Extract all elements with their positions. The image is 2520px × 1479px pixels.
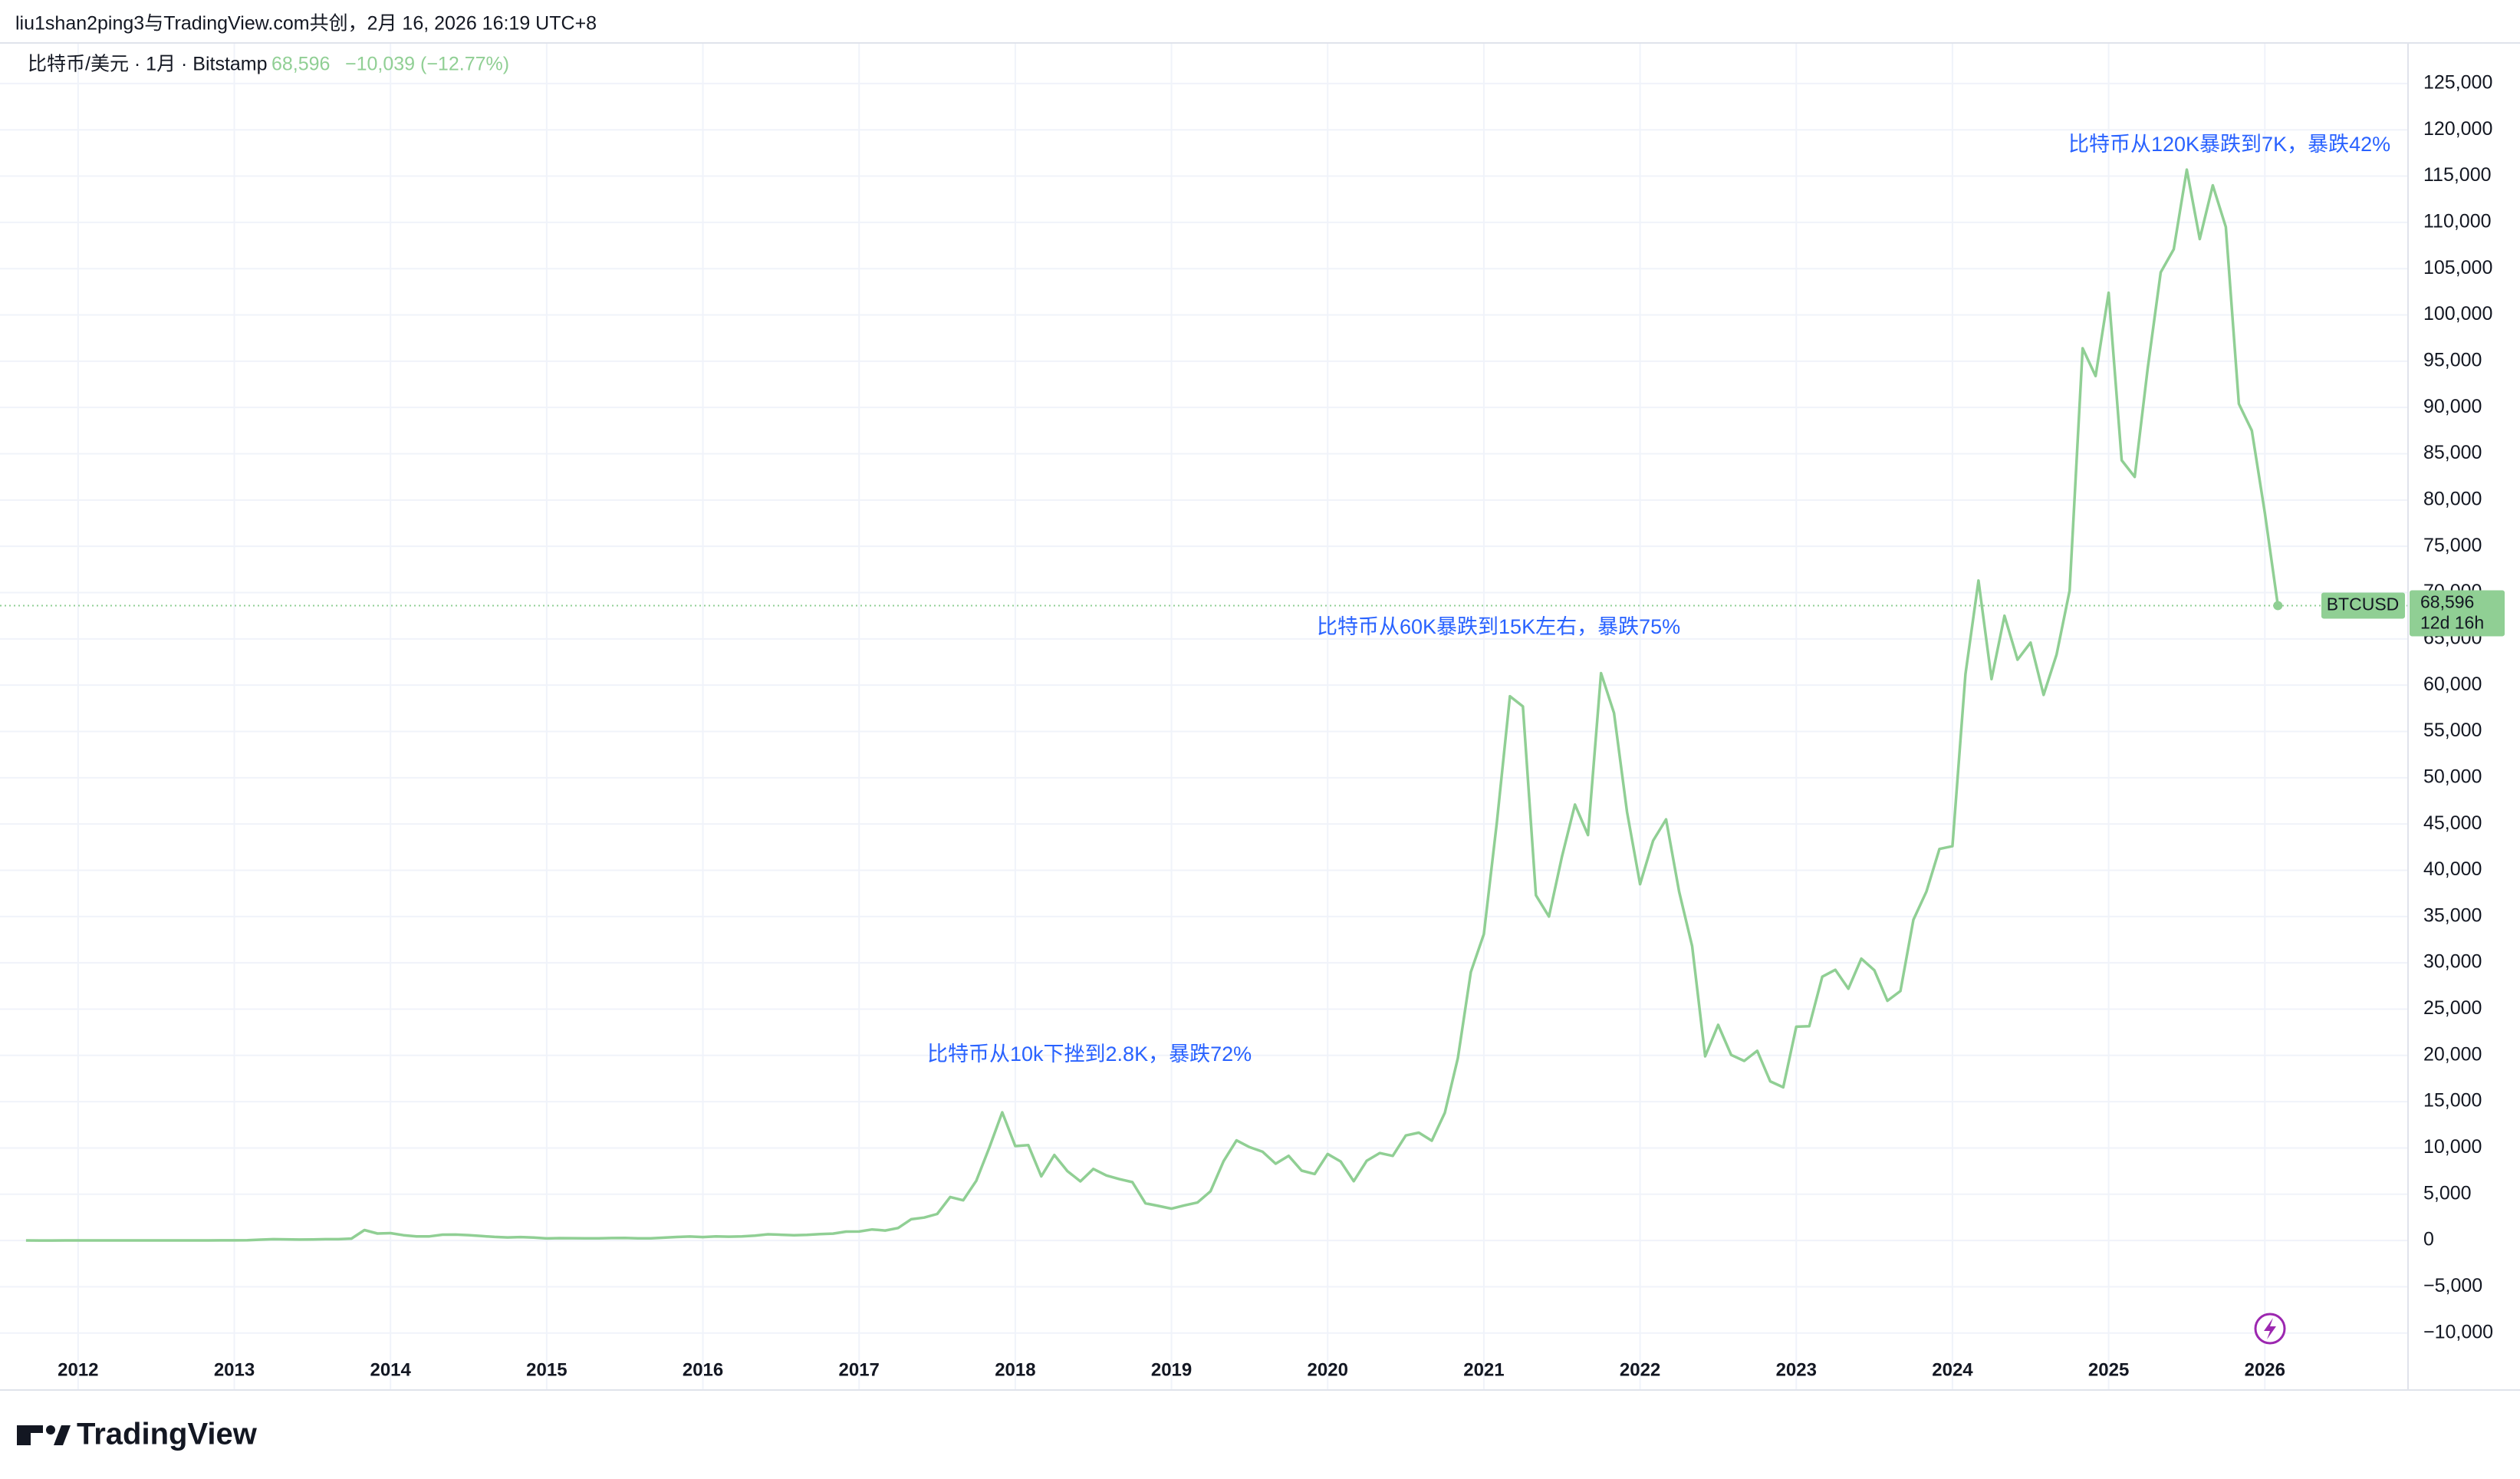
y-tick-label: 80,000 xyxy=(2423,488,2482,509)
change: −10,039 (−12.77%) xyxy=(345,54,509,75)
y-tick-label: −10,000 xyxy=(2423,1321,2493,1342)
series-tag: BTCUSD xyxy=(2327,595,2400,614)
y-tick-label: 85,000 xyxy=(2423,442,2482,463)
brand: TradingView xyxy=(77,1418,258,1451)
symbol: 比特币/美元 · 1月 · Bitstamp xyxy=(28,54,268,75)
last-point xyxy=(2273,601,2283,611)
x-tick-label: 2018 xyxy=(995,1359,1035,1380)
x-tick-label: 2017 xyxy=(839,1359,880,1380)
y-tick-label: 90,000 xyxy=(2423,396,2482,417)
x-tick-label: 2019 xyxy=(1151,1359,1192,1380)
y-tick-label: 0 xyxy=(2423,1229,2434,1250)
brand-logo xyxy=(17,1425,71,1445)
y-tick-label: 100,000 xyxy=(2423,303,2492,324)
x-tick-label: 2023 xyxy=(1776,1359,1817,1380)
x-tick-label: 2013 xyxy=(214,1359,255,1380)
y-tick-label: 120,000 xyxy=(2423,118,2492,140)
y-tick-label: 110,000 xyxy=(2423,210,2492,232)
price-line xyxy=(25,168,2280,1242)
last-price: 68,596 xyxy=(271,54,330,75)
y-tick-label: 5,000 xyxy=(2423,1182,2472,1204)
y-tick-label: 45,000 xyxy=(2423,812,2482,834)
y-tick-label: 40,000 xyxy=(2423,858,2482,880)
x-tick-label: 2024 xyxy=(1932,1359,1973,1380)
y-tick-label: 10,000 xyxy=(2423,1136,2482,1158)
y-tick-label: −5,000 xyxy=(2423,1275,2482,1296)
y-tick-label: 25,000 xyxy=(2423,997,2482,1019)
y-tick-label: 15,000 xyxy=(2423,1090,2482,1112)
x-tick-label: 2022 xyxy=(1620,1359,1660,1380)
header: liu1shan2ping3与TradingView.com共创，2月 16, … xyxy=(15,13,597,35)
y-tick-label: 30,000 xyxy=(2423,951,2482,973)
countdown: 12d 16h xyxy=(2420,613,2484,633)
annotation: 比特币从120K暴跌到7K，暴跌42% xyxy=(2068,133,2390,156)
y-tick-label: 20,000 xyxy=(2423,1043,2482,1065)
annotation: 比特币从60K暴跌到15K左右，暴跌75% xyxy=(1317,615,1680,638)
y-tick-label: 125,000 xyxy=(2423,71,2492,93)
plot: 2012 2013 2014 2015 2016 2017 2018 2019 2020 2021… xyxy=(0,44,2505,1390)
annotation: 比特币从10k下挫到2.8K，暴跌72% xyxy=(927,1043,1252,1066)
x-tick-label: 2015 xyxy=(526,1359,567,1380)
x-tick-label: 2025 xyxy=(2088,1359,2129,1380)
x-tick-label: 2026 xyxy=(2245,1359,2285,1380)
series-tag-box xyxy=(2321,592,2405,619)
x-tick-label: 2014 xyxy=(370,1359,411,1380)
x-tick-label: 2021 xyxy=(1463,1359,1504,1380)
price-tag: 68,596 xyxy=(2420,592,2474,612)
y-tick-label: 75,000 xyxy=(2423,535,2482,556)
y-tick-label: 115,000 xyxy=(2423,164,2492,186)
x-tick-label: 2012 xyxy=(58,1359,98,1380)
x-tick-label: 2020 xyxy=(1308,1359,1348,1380)
y-tick-label: 105,000 xyxy=(2423,257,2492,278)
y-tick-label: 60,000 xyxy=(2423,674,2482,695)
x-tick-label: 2016 xyxy=(683,1359,723,1380)
y-tick-label: 95,000 xyxy=(2423,349,2482,371)
y-tick-label: 50,000 xyxy=(2423,766,2482,787)
price-tag-box xyxy=(2410,590,2505,637)
y-tick-label: 35,000 xyxy=(2423,904,2482,926)
y-tick-label: 55,000 xyxy=(2423,720,2482,741)
flash-icon[interactable] xyxy=(2254,1313,2286,1345)
